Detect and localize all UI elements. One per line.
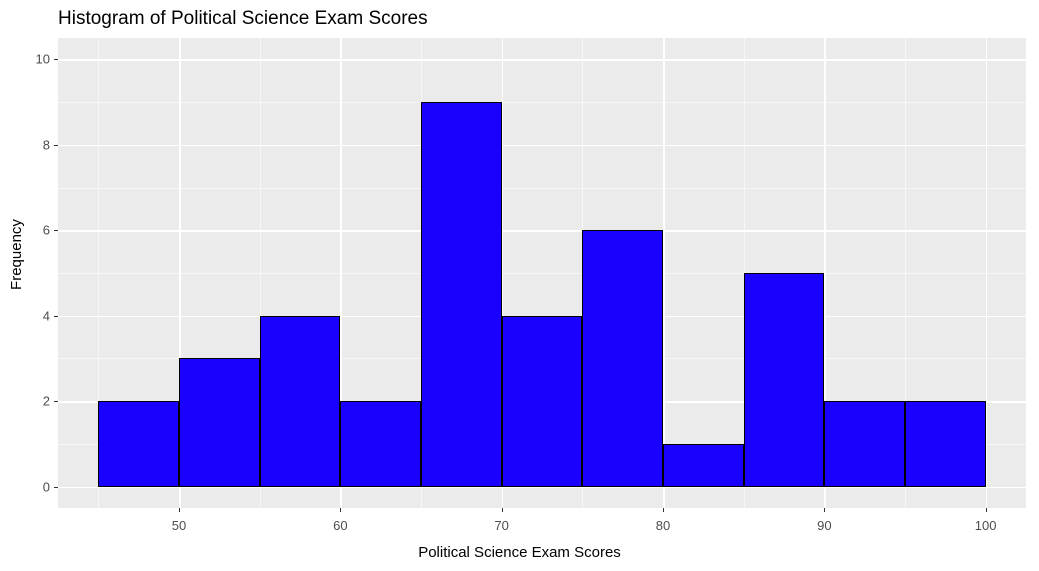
histogram-bar bbox=[905, 401, 986, 486]
y-tick-label: 6 bbox=[43, 223, 50, 238]
x-tick-mark bbox=[340, 508, 341, 512]
gridline-y-minor bbox=[58, 188, 1026, 189]
y-tick-label: 10 bbox=[36, 52, 50, 67]
y-tick-mark bbox=[54, 59, 58, 60]
x-tick-mark bbox=[824, 508, 825, 512]
gridline-y-major bbox=[58, 487, 1026, 489]
gridline-x-major bbox=[663, 38, 665, 508]
x-axis-title: Political Science Exam Scores bbox=[0, 544, 1039, 561]
x-tick-mark bbox=[502, 508, 503, 512]
y-tick-label: 8 bbox=[43, 137, 50, 152]
histogram-bar bbox=[824, 401, 905, 486]
histogram-bar bbox=[340, 401, 421, 486]
y-tick-label: 2 bbox=[43, 394, 50, 409]
histogram-bar bbox=[502, 316, 583, 487]
y-tick-label: 4 bbox=[43, 308, 50, 323]
histogram-bar bbox=[663, 444, 744, 487]
gridline-y-minor bbox=[58, 273, 1026, 274]
y-tick-mark bbox=[54, 401, 58, 402]
y-tick-mark bbox=[54, 487, 58, 488]
gridline-y-major bbox=[58, 59, 1026, 61]
histogram-bar bbox=[98, 401, 179, 486]
y-axis-title: Frequency bbox=[8, 219, 25, 290]
gridline-y-major bbox=[58, 145, 1026, 147]
gridline-y-minor bbox=[58, 102, 1026, 103]
y-tick-mark bbox=[54, 230, 58, 231]
x-tick-label: 70 bbox=[494, 518, 508, 533]
x-tick-mark bbox=[663, 508, 664, 512]
histogram-chart: Histogram of Political Science Exam Scor… bbox=[0, 0, 1039, 571]
x-tick-mark bbox=[986, 508, 987, 512]
histogram-bar bbox=[179, 358, 260, 486]
x-tick-label: 100 bbox=[975, 518, 997, 533]
y-tick-mark bbox=[54, 145, 58, 146]
x-tick-label: 60 bbox=[333, 518, 347, 533]
gridline-x-major bbox=[986, 38, 988, 508]
gridline-y-major bbox=[58, 230, 1026, 232]
y-axis-title-container: Frequency bbox=[6, 0, 26, 508]
histogram-bar bbox=[421, 102, 502, 487]
y-tick-label: 0 bbox=[43, 479, 50, 494]
plot-panel bbox=[58, 38, 1026, 508]
x-tick-label: 90 bbox=[817, 518, 831, 533]
x-tick-mark bbox=[179, 508, 180, 512]
histogram-bar bbox=[582, 230, 663, 486]
x-tick-label: 80 bbox=[656, 518, 670, 533]
histogram-bar bbox=[744, 273, 825, 487]
chart-title: Histogram of Political Science Exam Scor… bbox=[58, 8, 428, 30]
x-tick-label: 50 bbox=[172, 518, 186, 533]
y-tick-mark bbox=[54, 316, 58, 317]
histogram-bar bbox=[260, 316, 341, 487]
